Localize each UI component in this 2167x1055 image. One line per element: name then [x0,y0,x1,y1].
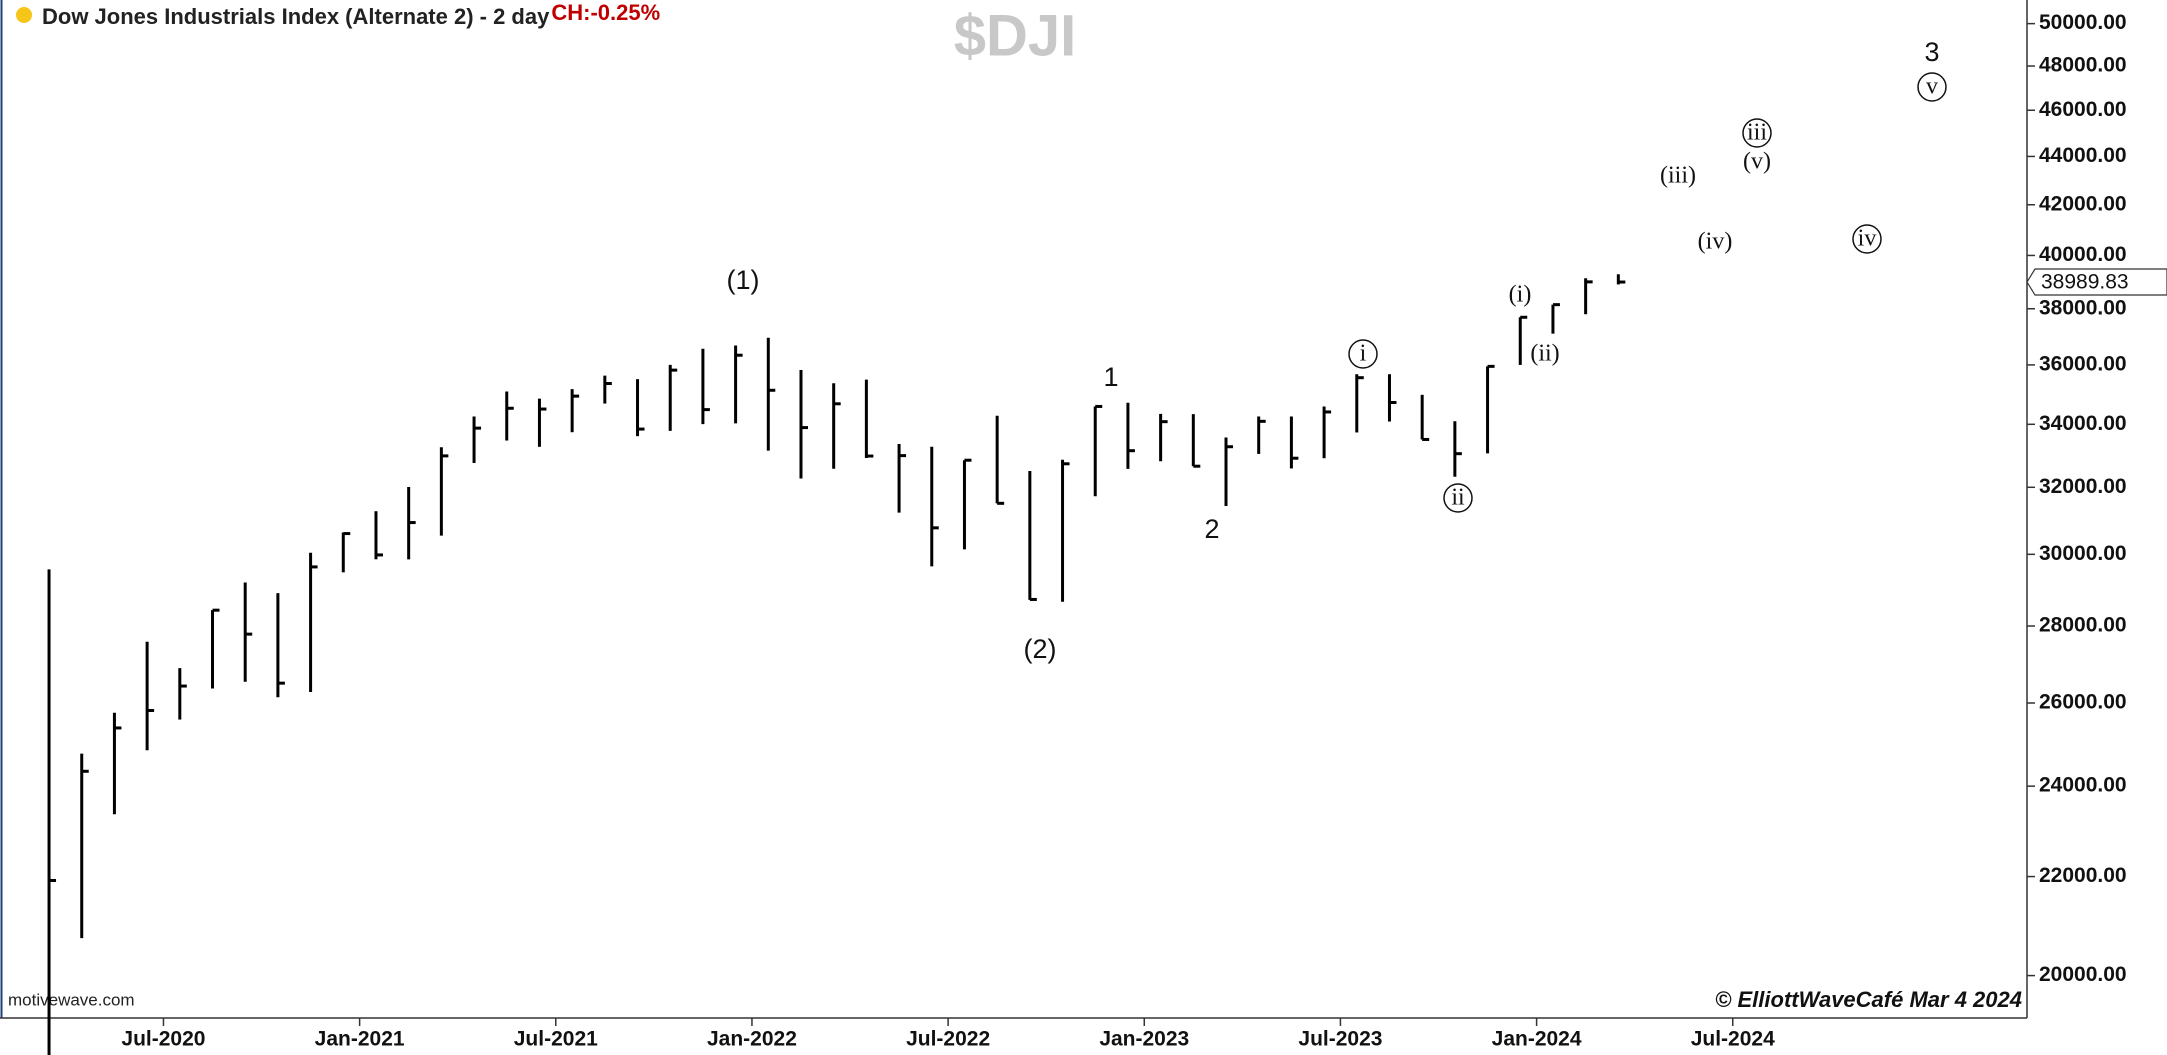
wave-label: iii [1747,120,1767,146]
wave-label: (ii) [1530,341,1559,367]
change-label: CH:-0.25% [551,0,660,25]
y-tick-label: 36000.00 [2039,352,2127,375]
chart-title: Dow Jones Industrials Index (Alternate 2… [42,4,550,29]
x-tick-label: Jul-2024 [1691,1028,1775,1051]
wave-label: ii [1451,485,1465,511]
x-tick-label: Jan-2022 [707,1028,797,1051]
y-tick-label: 22000.00 [2039,864,2127,887]
wave-label: iv [1858,226,1877,252]
wave-label: (2) [1024,634,1057,664]
wave-circle [1443,483,1473,513]
last-price-label: 38989.83 [2041,271,2129,294]
x-tick-label: Jan-2023 [1099,1028,1189,1051]
y-tick-label: 38000.00 [2039,296,2127,319]
x-tick-label: Jul-2022 [906,1028,990,1051]
y-tick-label: 42000.00 [2039,192,2127,215]
wave-label: i [1360,341,1367,367]
wave-label: 2 [1204,514,1219,544]
x-tick-label: Jul-2023 [1298,1028,1382,1051]
symbol-watermark: $DJI [954,3,1077,68]
y-tick-label: 26000.00 [2039,691,2127,714]
y-tick-label: 48000.00 [2039,54,2127,77]
wave-circle [1852,224,1882,254]
last-price-tag [2026,268,2167,296]
status-dot [16,7,32,23]
y-tick-label: 40000.00 [2039,243,2127,266]
y-tick-label: 32000.00 [2039,475,2127,498]
wave-label: (iii) [1660,163,1696,189]
credit-label: © ElliottWaveCafé Mar 4 2024 [1715,987,2022,1012]
wave-label: v [1926,74,1938,100]
wave-label: (v) [1743,149,1771,175]
wave-circle [1917,72,1947,102]
y-tick-label: 24000.00 [2039,774,2127,797]
wave-label: (iv) [1698,229,1733,255]
y-tick-label: 34000.00 [2039,412,2127,435]
y-tick-label: 50000.00 [2039,11,2127,34]
y-tick-label: 46000.00 [2039,98,2127,121]
x-tick-label: Jan-2021 [315,1028,405,1051]
x-tick-label: Jul-2020 [121,1028,205,1051]
wave-circle [1348,339,1378,369]
source-label: motivewave.com [8,990,135,1009]
y-tick-label: 28000.00 [2039,614,2127,637]
y-tick-label: 44000.00 [2039,144,2127,167]
wave-label: 1 [1103,362,1118,392]
wave-label: (1) [727,265,760,295]
wave-label: 3 [1924,37,1939,67]
wave-label: (i) [1509,282,1532,308]
y-tick-label: 20000.00 [2039,963,2127,986]
y-tick-label: 30000.00 [2039,542,2127,565]
x-tick-label: Jul-2021 [514,1028,598,1051]
wave-circle [1742,118,1772,148]
x-tick-label: Jan-2024 [1492,1028,1582,1051]
